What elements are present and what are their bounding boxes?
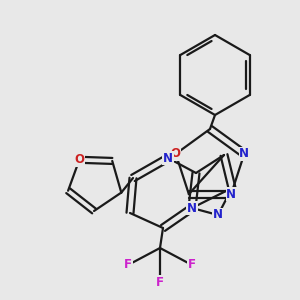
- Text: N: N: [239, 147, 249, 161]
- Text: F: F: [156, 275, 164, 289]
- Text: F: F: [124, 259, 132, 272]
- Text: N: N: [187, 202, 197, 214]
- Text: F: F: [188, 259, 196, 272]
- Text: N: N: [226, 188, 236, 201]
- Text: O: O: [74, 153, 84, 166]
- Text: N: N: [163, 152, 173, 164]
- Text: O: O: [171, 147, 181, 161]
- Text: N: N: [213, 208, 223, 221]
